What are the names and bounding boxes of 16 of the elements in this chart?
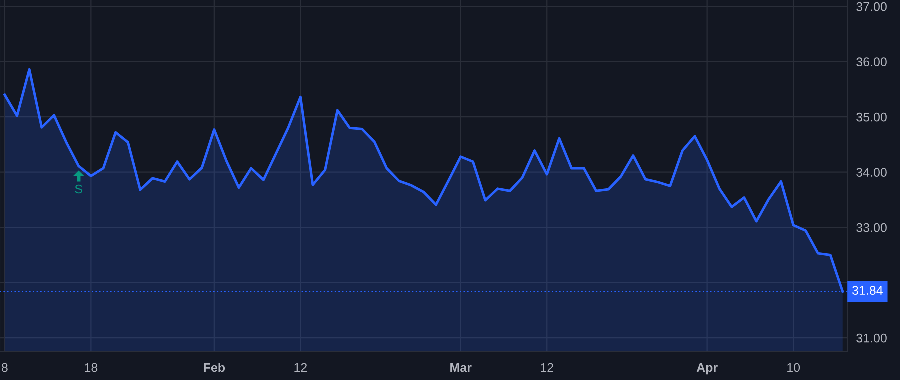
x-tick-label: Mar bbox=[450, 363, 472, 372]
y-tick-label: 34.00 bbox=[856, 168, 887, 177]
x-tick-label: 18 bbox=[85, 363, 98, 372]
y-tick-label: 36.00 bbox=[856, 58, 887, 67]
y-tick-label: 37.00 bbox=[856, 2, 887, 12]
x-tick-label: Apr bbox=[696, 363, 718, 375]
ref-line-label: 31.84 bbox=[852, 286, 883, 296]
x-tick-label: Feb bbox=[204, 362, 226, 372]
x-tick-label: 8 bbox=[2, 363, 8, 372]
annotation: S bbox=[75, 184, 82, 194]
y-tick-label: 31.00 bbox=[856, 334, 887, 343]
x-tick-label: 10 bbox=[788, 363, 800, 372]
x-tick-label: 12 bbox=[541, 363, 554, 372]
y-tick-label: 33.00 bbox=[856, 223, 887, 232]
x-tick-label: 12 bbox=[294, 363, 307, 372]
y-tick-label: 35.00 bbox=[856, 112, 887, 122]
